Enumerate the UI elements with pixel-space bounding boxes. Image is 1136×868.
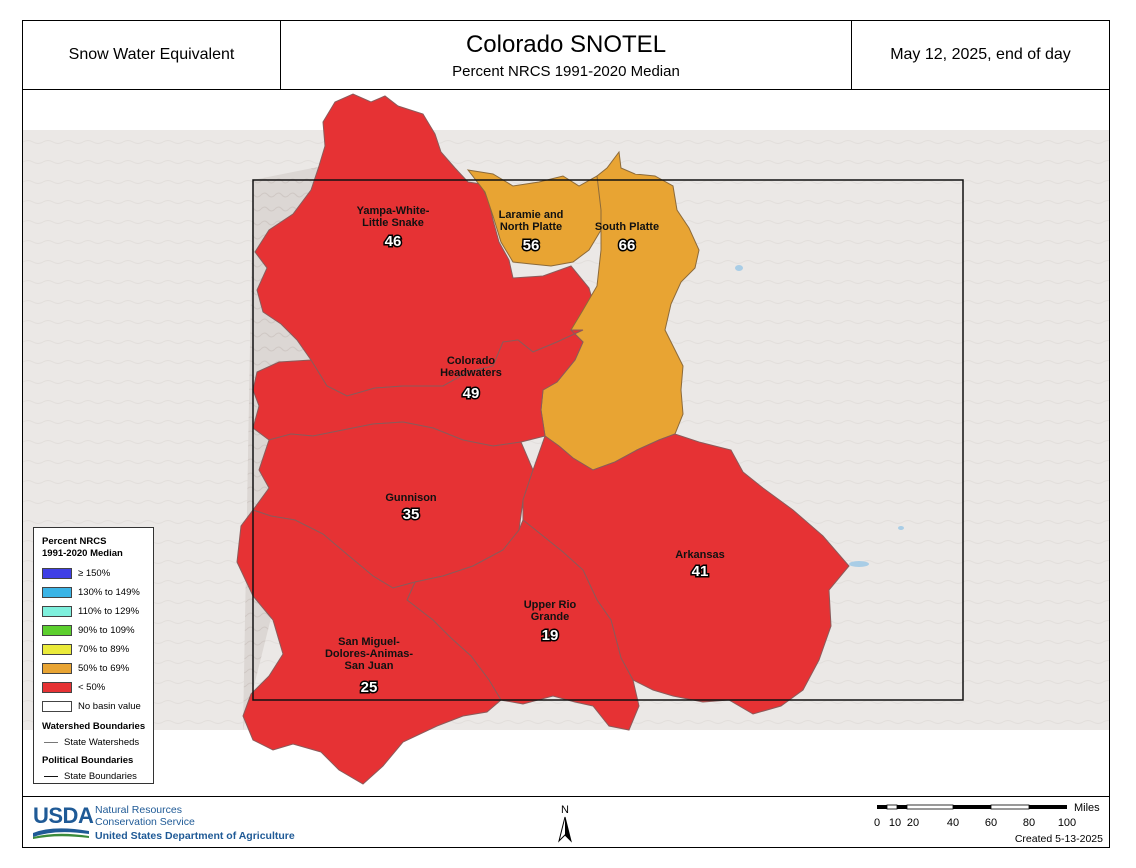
agency-line1: Natural Resources bbox=[95, 804, 182, 816]
legend-swatch bbox=[42, 568, 72, 579]
map-header: Snow Water Equivalent Colorado SNOTEL Pe… bbox=[22, 20, 1110, 90]
header-variable: Snow Water Equivalent bbox=[68, 46, 235, 63]
value-south-platte: 66 bbox=[619, 237, 636, 254]
svg-text:N: N bbox=[561, 804, 569, 816]
header-date-cell: May 12, 2025, end of day bbox=[852, 21, 1109, 89]
lake bbox=[735, 265, 743, 271]
value-laramie: 56 bbox=[523, 237, 540, 254]
scale-bar: Miles 0 10 20 40 60 80 100 bbox=[872, 802, 1108, 846]
label-upper-rio-grande: Upper Rio Grande bbox=[524, 599, 577, 623]
label-colorado-headwaters: Colorado Headwaters bbox=[440, 355, 502, 379]
north-arrow: N bbox=[553, 803, 577, 845]
value-arkansas: 41 bbox=[692, 563, 709, 580]
legend-political-row: State Boundaries bbox=[42, 768, 153, 784]
legend-title-1: Percent NRCS bbox=[42, 536, 107, 547]
legend-swatch bbox=[42, 663, 72, 674]
legend-title-2: 1991-2020 Median bbox=[42, 548, 123, 559]
legend-label: < 50% bbox=[78, 682, 106, 693]
agency-line2: Conservation Service bbox=[95, 816, 195, 828]
footer-divider bbox=[22, 796, 1110, 797]
label-gunnison: Gunnison bbox=[385, 492, 437, 504]
legend-item: 130% to 149% bbox=[42, 583, 153, 602]
created-date: Created 5-13-2025 bbox=[1014, 833, 1103, 845]
department-name: United States Department of Agriculture bbox=[95, 830, 295, 842]
legend: Percent NRCS 1991-2020 Median ≥ 150% 130%… bbox=[33, 527, 154, 784]
basin-labels: Yampa-White-Little Snake 46 Laramie and N… bbox=[325, 205, 725, 698]
legend-item: 90% to 109% bbox=[42, 621, 153, 640]
basin-san-miguel-shape bbox=[236, 509, 502, 785]
legend-item: ≥ 150% bbox=[42, 564, 153, 583]
usda-swoosh-icon bbox=[33, 828, 89, 839]
value-upper-rio-grande: 19 bbox=[542, 627, 559, 644]
lake bbox=[849, 561, 869, 567]
label-laramie: Laramie and North Platte bbox=[499, 209, 564, 233]
legend-swatch bbox=[42, 606, 72, 617]
legend-item: 50% to 69% bbox=[42, 659, 153, 678]
legend-swatch bbox=[42, 587, 72, 598]
scale-tick: 20 bbox=[907, 817, 919, 829]
scale-ticks: 0 10 20 40 60 80 100 bbox=[874, 817, 1076, 829]
legend-watershed-row: State Watersheds bbox=[42, 734, 153, 750]
legend-political-heading: Political Boundaries bbox=[42, 755, 134, 766]
value-colorado-headwaters: 49 bbox=[463, 385, 480, 402]
legend-items: ≥ 150% 130% to 149% 110% to 129% 90% to 109… bbox=[42, 564, 153, 716]
legend-watershed-heading: Watershed Boundaries bbox=[42, 721, 146, 732]
usda-logo: USDA bbox=[33, 803, 94, 839]
scale-segments bbox=[877, 804, 1067, 810]
scale-bar-svg: Miles 0 10 20 40 60 80 100 bbox=[874, 802, 1100, 829]
north-arrow-icon: N bbox=[558, 804, 572, 843]
scale-tick: 60 bbox=[985, 817, 997, 829]
header-title-cell: Colorado SNOTEL Percent NRCS 1991-2020 M… bbox=[281, 21, 852, 89]
usda-logo-text: USDA bbox=[33, 803, 94, 828]
legend-label: 110% to 129% bbox=[78, 606, 140, 617]
scale-unit: Miles bbox=[1074, 802, 1100, 814]
watershed-line-icon bbox=[44, 741, 58, 743]
agency-text: Natural Resources Conservation Service U… bbox=[95, 803, 295, 842]
map-subtitle: Percent NRCS 1991-2020 Median bbox=[452, 62, 680, 80]
header-left-cell: Snow Water Equivalent bbox=[23, 21, 281, 89]
value-yampa: 46 bbox=[385, 233, 402, 250]
legend-label: 130% to 149% bbox=[78, 587, 140, 598]
scale-tick: 0 bbox=[874, 817, 880, 829]
map-frame bbox=[22, 20, 1110, 848]
legend-political-item: State Boundaries bbox=[64, 770, 137, 782]
legend-label: 70% to 89% bbox=[78, 644, 130, 655]
scale-tick: 40 bbox=[947, 817, 959, 829]
legend-label: 50% to 69% bbox=[78, 663, 130, 674]
map-svg: Yampa-White-Little Snake 46 Laramie and N… bbox=[23, 93, 1109, 785]
state-boundary bbox=[252, 179, 964, 701]
legend-label: ≥ 150% bbox=[78, 568, 111, 579]
legend-swatch bbox=[42, 682, 72, 693]
scale-tick: 80 bbox=[1023, 817, 1035, 829]
legend-label: No basin value bbox=[78, 701, 141, 712]
map-area: Yampa-White-Little Snake 46 Laramie and N… bbox=[23, 90, 1109, 796]
map-title: Colorado SNOTEL bbox=[465, 30, 667, 58]
value-san-miguel: 25 bbox=[361, 679, 378, 696]
legend-item: < 50% bbox=[42, 678, 153, 697]
legend-swatch bbox=[42, 644, 72, 655]
legend-item: 110% to 129% bbox=[42, 602, 153, 621]
usda-block: USDA Natural Resources Conservation Serv… bbox=[33, 803, 295, 842]
basin-laramie-shape bbox=[466, 169, 604, 267]
legend-swatch bbox=[42, 701, 72, 712]
value-gunnison: 35 bbox=[403, 506, 420, 523]
lake bbox=[898, 526, 904, 530]
label-arkansas: Arkansas bbox=[675, 549, 725, 561]
scale-tick: 10 bbox=[889, 817, 901, 829]
legend-item: No basin value bbox=[42, 697, 153, 716]
state-line-icon bbox=[44, 775, 58, 777]
legend-item: 70% to 89% bbox=[42, 640, 153, 659]
label-yampa: Yampa-White-Little Snake bbox=[357, 205, 430, 229]
header-date: May 12, 2025, end of day bbox=[890, 46, 1071, 63]
label-san-miguel: San Miguel-Dolores-Animas-San Juan bbox=[325, 636, 413, 672]
legend-watershed-item: State Watersheds bbox=[64, 736, 140, 748]
label-south-platte: South Platte bbox=[595, 221, 659, 233]
scale-tick: 100 bbox=[1058, 817, 1076, 829]
legend-swatch bbox=[42, 625, 72, 636]
legend-label: 90% to 109% bbox=[78, 625, 135, 636]
eastern-terrain bbox=[663, 180, 963, 700]
